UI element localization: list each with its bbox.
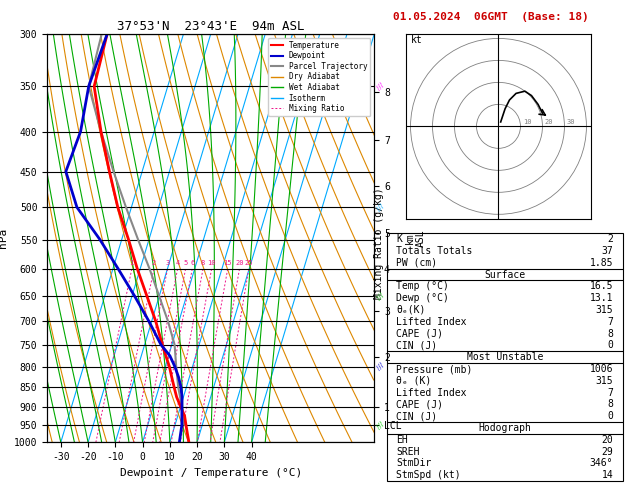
Text: 5: 5 xyxy=(184,260,187,266)
Text: ///: /// xyxy=(376,82,386,91)
Text: 25: 25 xyxy=(245,260,253,266)
Y-axis label: km
ASL: km ASL xyxy=(404,229,426,247)
Text: 37: 37 xyxy=(601,246,613,256)
Text: 346°: 346° xyxy=(590,458,613,469)
Text: EH: EH xyxy=(396,435,408,445)
Text: 1: 1 xyxy=(130,260,134,266)
Text: 0: 0 xyxy=(608,411,613,421)
Text: Mixing Ratio (g/kg): Mixing Ratio (g/kg) xyxy=(374,187,384,299)
Text: SREH: SREH xyxy=(396,447,420,457)
Text: Lifted Index: Lifted Index xyxy=(396,388,467,398)
Text: 30: 30 xyxy=(567,119,575,125)
Text: 2: 2 xyxy=(608,234,613,244)
Text: 0: 0 xyxy=(608,340,613,350)
Text: 7: 7 xyxy=(608,388,613,398)
Text: CAPE (J): CAPE (J) xyxy=(396,399,443,409)
Text: ///: /// xyxy=(376,292,386,301)
Text: CAPE (J): CAPE (J) xyxy=(396,329,443,339)
Text: PW (cm): PW (cm) xyxy=(396,258,437,268)
Text: 315: 315 xyxy=(596,305,613,315)
Text: Pressure (mb): Pressure (mb) xyxy=(396,364,472,374)
Text: 4: 4 xyxy=(175,260,180,266)
Text: 20: 20 xyxy=(601,435,613,445)
Text: 01.05.2024  06GMT  (Base: 18): 01.05.2024 06GMT (Base: 18) xyxy=(393,12,589,22)
Text: 1.85: 1.85 xyxy=(590,258,613,268)
Text: 13.1: 13.1 xyxy=(590,293,613,303)
Text: StmSpd (kt): StmSpd (kt) xyxy=(396,470,461,480)
Text: 29: 29 xyxy=(601,447,613,457)
Text: Lifted Index: Lifted Index xyxy=(396,317,467,327)
Text: Dewp (°C): Dewp (°C) xyxy=(396,293,449,303)
Text: Temp (°C): Temp (°C) xyxy=(396,281,449,292)
Text: 20: 20 xyxy=(235,260,243,266)
Legend: Temperature, Dewpoint, Parcel Trajectory, Dry Adiabat, Wet Adiabat, Isotherm, Mi: Temperature, Dewpoint, Parcel Trajectory… xyxy=(268,38,370,116)
Text: 7: 7 xyxy=(608,317,613,327)
Text: Totals Totals: Totals Totals xyxy=(396,246,472,256)
Text: 15: 15 xyxy=(223,260,232,266)
X-axis label: Dewpoint / Temperature (°C): Dewpoint / Temperature (°C) xyxy=(120,468,302,478)
Text: 1006: 1006 xyxy=(590,364,613,374)
Text: Most Unstable: Most Unstable xyxy=(467,352,543,362)
Text: CIN (J): CIN (J) xyxy=(396,411,437,421)
Y-axis label: hPa: hPa xyxy=(0,228,8,248)
Text: 3: 3 xyxy=(165,260,170,266)
Text: 8: 8 xyxy=(608,329,613,339)
Text: 14: 14 xyxy=(601,470,613,480)
Text: 10: 10 xyxy=(523,119,531,125)
Text: 315: 315 xyxy=(596,376,613,386)
Text: 20: 20 xyxy=(545,119,553,125)
Text: 8: 8 xyxy=(608,399,613,409)
Text: 2: 2 xyxy=(152,260,156,266)
Title: 37°53'N  23°43'E  94m ASL: 37°53'N 23°43'E 94m ASL xyxy=(117,20,304,33)
Text: θₑ (K): θₑ (K) xyxy=(396,376,431,386)
Text: Surface: Surface xyxy=(484,270,525,279)
Text: 10: 10 xyxy=(208,260,216,266)
Text: θₑ(K): θₑ(K) xyxy=(396,305,426,315)
Text: K: K xyxy=(396,234,402,244)
Text: ///: /// xyxy=(376,420,386,430)
Text: Hodograph: Hodograph xyxy=(478,423,532,433)
Text: ///: /// xyxy=(376,203,386,212)
Text: 16.5: 16.5 xyxy=(590,281,613,292)
Text: 6: 6 xyxy=(190,260,194,266)
Text: StmDir: StmDir xyxy=(396,458,431,469)
Text: ///: /// xyxy=(376,362,386,371)
Text: kt: kt xyxy=(411,35,422,45)
Text: 8: 8 xyxy=(201,260,205,266)
Text: CIN (J): CIN (J) xyxy=(396,340,437,350)
